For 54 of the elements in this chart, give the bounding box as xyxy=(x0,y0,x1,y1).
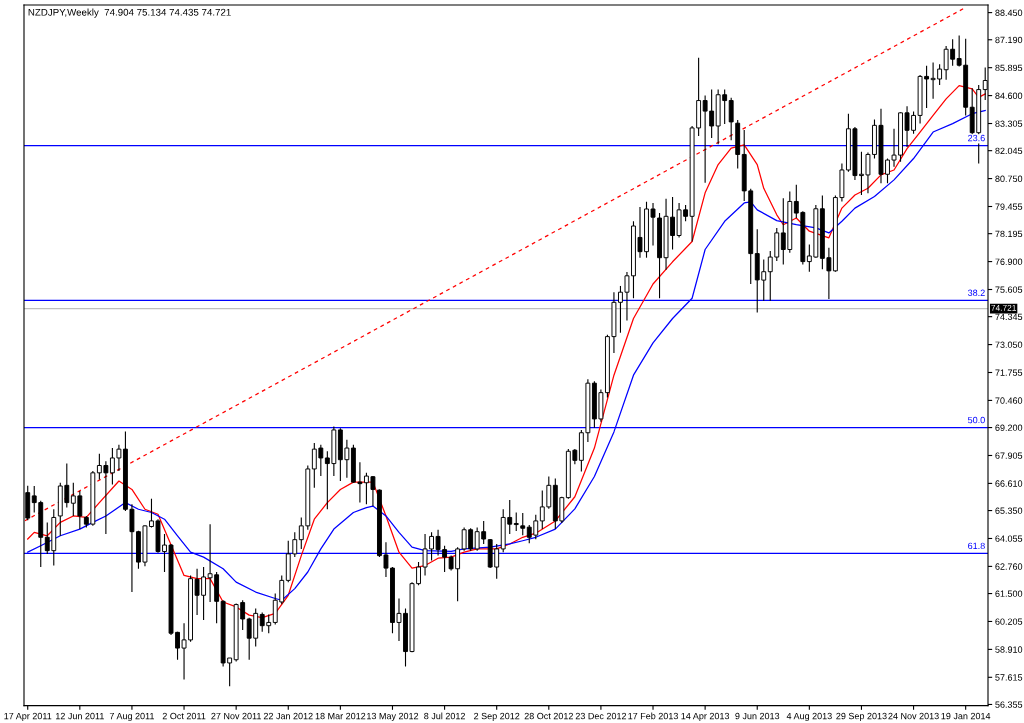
annotation: 23.6 xyxy=(968,134,985,142)
y-tick-label: 73.050 xyxy=(995,341,1023,348)
y-tick-label: 75.605 xyxy=(995,286,1023,293)
y-tick-label: 61.500 xyxy=(995,590,1023,597)
x-tick-label: 8 Jul 2012 xyxy=(424,712,465,720)
y-tick-label: 56.355 xyxy=(995,701,1023,708)
x-tick-label: 13 May 2012 xyxy=(367,712,419,722)
y-tick-label: 62.760 xyxy=(995,563,1023,570)
x-tick-label: 24 Nov 2013 xyxy=(888,712,939,720)
x-tick-label: 17 Apr 2011 xyxy=(4,712,52,722)
x-tick-label: 23 Dec 2012 xyxy=(575,712,627,720)
y-tick-label: 76.900 xyxy=(995,258,1023,265)
annotation: 61.8 xyxy=(968,542,985,550)
y-tick-label: 65.350 xyxy=(995,507,1023,514)
candlestick xyxy=(728,97,734,141)
y-tick-label: 79.455 xyxy=(995,203,1023,210)
ref-line-label: 74.721 xyxy=(991,304,1016,311)
x-tick-label: 12 Jun 2011 xyxy=(56,712,104,720)
y-tick-label: 74.345 xyxy=(995,313,1023,321)
y-tick-label: 82.045 xyxy=(995,147,1023,155)
annotation: 50.0 xyxy=(968,416,985,424)
x-tick-label: 2 Sep 2012 xyxy=(474,712,520,722)
y-tick-label: 80.750 xyxy=(995,175,1023,182)
x-tick-label: 14 Apr 2013 xyxy=(681,712,730,722)
x-tick-label: 27 Nov 2011 xyxy=(211,712,261,720)
y-tick-label: 88.450 xyxy=(995,9,1023,16)
y-tick-label: 66.610 xyxy=(995,480,1023,487)
x-tick-label: 7 Aug 2011 xyxy=(109,712,155,722)
y-tick-label: 87.190 xyxy=(995,36,1023,44)
y-tick-label: 71.755 xyxy=(995,369,1023,376)
candlestick xyxy=(520,512,526,536)
y-tick-label: 60.205 xyxy=(995,618,1023,625)
x-tick-label: 4 Aug 2013 xyxy=(786,712,832,722)
y-tick-label: 78.195 xyxy=(995,230,1023,238)
x-tick-label: 18 Mar 2012 xyxy=(315,712,366,720)
x-tick-label: 2 Oct 2011 xyxy=(162,712,206,720)
x-tick-label: 19 Jan 2014 xyxy=(941,712,991,720)
y-tick-label: 84.600 xyxy=(995,92,1023,99)
y-tick-label: 67.905 xyxy=(995,452,1023,459)
x-tick-label: 28 Oct 2012 xyxy=(524,712,573,720)
x-tick-label: 17 Feb 2013 xyxy=(628,712,678,720)
candlestick xyxy=(513,511,519,532)
annotation: 38.2 xyxy=(967,289,985,297)
y-tick-label: 70.460 xyxy=(995,397,1023,404)
y-tick-label: 85.895 xyxy=(995,64,1023,72)
x-tick-label: 29 Sep 2013 xyxy=(836,712,887,722)
y-tick-label: 64.055 xyxy=(995,535,1023,542)
y-tick-label: 58.910 xyxy=(995,646,1023,653)
y-tick-label: 69.200 xyxy=(995,424,1023,431)
chart-title: NZDJPY,Weekly 74.904 75.134 74.435 74.721 xyxy=(28,8,231,18)
y-tick-label: 83.305 xyxy=(995,120,1023,127)
x-tick-label: 9 Jun 2013 xyxy=(735,712,780,720)
y-tick-label: 57.615 xyxy=(995,674,1023,681)
x-tick-label: 22 Jan 2012 xyxy=(263,712,313,720)
